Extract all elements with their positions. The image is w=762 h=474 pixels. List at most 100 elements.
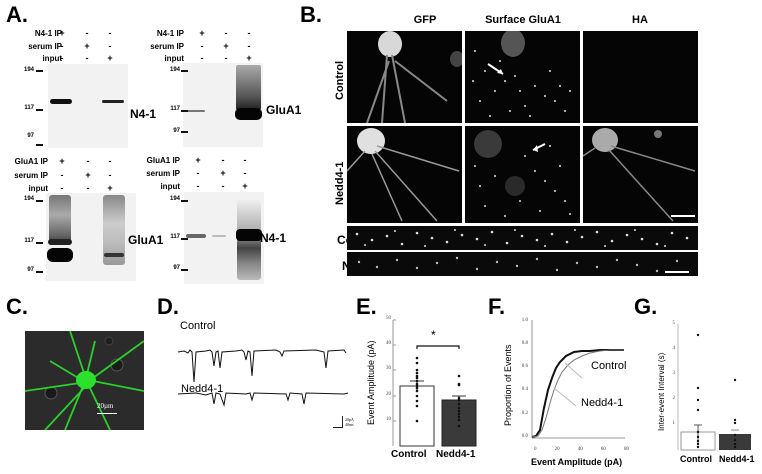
- mw-marker: 194: [23, 196, 34, 202]
- x-ticks: 0 20 40 60 80: [534, 447, 629, 452]
- scale-label-y: 20pA: [345, 417, 354, 422]
- wb-sign: -: [108, 41, 112, 51]
- wb-sign: -: [224, 28, 228, 38]
- wb-row-label: serum IP: [150, 42, 184, 51]
- legend-nedd4-1: Nedd4-1: [581, 397, 624, 409]
- scale-bar: [671, 215, 695, 217]
- wb-row-label: input: [42, 54, 62, 63]
- wb-row-label: serum IP: [28, 42, 62, 51]
- wb-sign: -: [196, 168, 200, 178]
- wb-sign: -: [221, 155, 225, 165]
- panel-b-letter: B.: [300, 2, 322, 27]
- x-category-nedd4-1: Nedd4-1: [436, 449, 476, 460]
- blot-image: [184, 192, 264, 284]
- bar-chart-g: [677, 324, 751, 451]
- wb-sign: -: [60, 183, 64, 193]
- panel-c-letter: C.: [6, 294, 28, 319]
- micrograph-neuron-gfp: 20µm: [25, 331, 144, 430]
- wb-row-label: N4-1 IP: [156, 29, 184, 38]
- x-tick: 80: [624, 447, 629, 452]
- scale-bar: [97, 413, 117, 414]
- wb-sign: -: [243, 168, 247, 178]
- x-category-control: Control: [391, 449, 427, 460]
- wb-sign: -: [60, 170, 64, 180]
- wb-sign: +: [195, 155, 201, 165]
- panel-d-letter: D.: [157, 294, 179, 319]
- scale-bar-x: [333, 427, 342, 428]
- scale-bar-y: [342, 416, 343, 428]
- wb-sign: -: [247, 41, 251, 51]
- bar-chart-e: [392, 319, 477, 447]
- epsc-traces: [177, 349, 349, 407]
- wb-row-label: input: [28, 184, 48, 193]
- y-axis-label: Event Amplitude (pA): [366, 340, 376, 425]
- mw-marker: 97: [27, 267, 34, 273]
- y-tick: 0.8: [521, 341, 528, 346]
- y-tick: 1.0: [521, 318, 528, 323]
- band-label: N4-1: [260, 231, 287, 245]
- wb-sign: +: [246, 53, 252, 63]
- y-tick: 10: [386, 417, 391, 422]
- wb-sign: -: [60, 53, 64, 63]
- wb-sign: +: [220, 168, 226, 178]
- x-axis-label: Event Amplitude (pA): [531, 457, 623, 467]
- wb-sign: +: [85, 170, 91, 180]
- wb-sign: -: [200, 41, 204, 51]
- y-tick: 0.6: [521, 364, 528, 369]
- y-tick: 30: [386, 366, 391, 371]
- panel-g-letter: G.: [634, 294, 658, 319]
- mw-marker: 117: [24, 238, 34, 244]
- micrograph-control-ha: [583, 31, 698, 123]
- mw-marker: 97: [173, 128, 180, 134]
- wb-row-label: input: [160, 182, 180, 191]
- x-tick: 0: [534, 447, 537, 452]
- column-header-ha: HA: [632, 14, 648, 26]
- wb-sign: -: [60, 41, 64, 51]
- y-tick: 3: [672, 371, 676, 376]
- cumulative-plot-f: [531, 320, 625, 439]
- wb-row-label: serum IP: [146, 169, 180, 178]
- wb-sign: +: [107, 53, 113, 63]
- trace-label-control: Control: [180, 320, 216, 332]
- row-label-control: Control: [334, 60, 346, 100]
- wb-sign: +: [199, 28, 205, 38]
- micrograph-nedd4-surface-glua1: [465, 126, 580, 223]
- mw-marker: 194: [169, 67, 180, 73]
- y-tick: 0.4: [521, 387, 528, 392]
- mw-marker: 117: [170, 234, 180, 240]
- x-tick: 40: [577, 447, 583, 452]
- wb-sign: -: [85, 53, 89, 63]
- wb-sign: +: [59, 28, 65, 38]
- mw-marker: 117: [170, 106, 180, 112]
- row-label-nedd4-1: Nedd4-1: [334, 161, 346, 205]
- legend-control: Control: [591, 360, 627, 372]
- x-category-nedd4-1: Nedd4-1: [719, 454, 755, 464]
- wb-sign: -: [85, 28, 89, 38]
- wb-sign: -: [243, 155, 247, 165]
- y-axis-label: Inter-event Interval (s): [657, 352, 666, 431]
- mw-marker: 117: [24, 105, 34, 111]
- y-tick: 5: [672, 321, 676, 326]
- wb-row-label: serum IP: [14, 171, 48, 180]
- band-label: GluA1: [266, 103, 302, 117]
- wb-row-label: GluA1 IP: [14, 157, 48, 166]
- micrograph-control-gfp: [347, 31, 462, 123]
- dendrite-strip-nedd4: [347, 252, 698, 276]
- micrograph-nedd4-ha: [583, 126, 698, 223]
- mw-marker: 97: [27, 133, 34, 139]
- panel-f-letter: F.: [488, 294, 506, 319]
- y-tick: 20: [386, 392, 391, 397]
- wb-sign: +: [84, 41, 90, 51]
- wb-sign: +: [242, 181, 248, 191]
- blot-image: [183, 63, 263, 147]
- wb-sign: +: [59, 156, 65, 166]
- panel-e-letter: E.: [356, 294, 377, 319]
- mw-marker: 194: [23, 67, 34, 73]
- y-tick: 40: [386, 341, 391, 346]
- wb-sign: -: [224, 53, 228, 63]
- scale-label-x: 40ms: [345, 422, 354, 427]
- band-label: N4-1: [130, 107, 157, 121]
- significance-marker: *: [431, 328, 436, 342]
- wb-sign: -: [247, 28, 251, 38]
- dendrite-strip-control: [347, 226, 698, 250]
